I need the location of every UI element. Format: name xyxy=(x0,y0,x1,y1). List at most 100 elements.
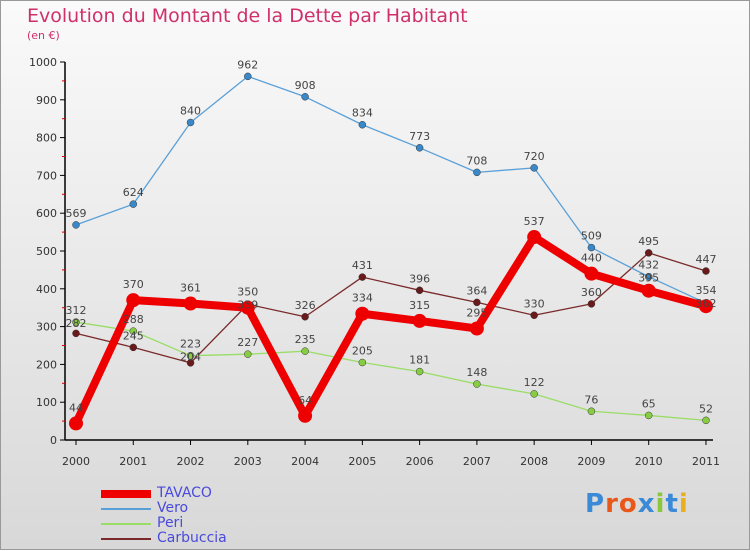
data-point-vero xyxy=(244,72,252,81)
y-tick-label: 700 xyxy=(36,169,57,182)
data-label-tavaco: 315 xyxy=(409,299,430,312)
data-point-vero xyxy=(587,243,596,252)
data-point-vero xyxy=(644,272,653,281)
logo-letter: P xyxy=(585,489,606,519)
data-label-peri: 223 xyxy=(180,338,201,351)
data-label-tavaco: 64 xyxy=(298,394,312,407)
data-point-peri xyxy=(415,367,424,376)
legend-item-vero: Vero xyxy=(101,501,227,516)
data-label-carbuccia: 326 xyxy=(295,299,316,312)
y-tick-label: 0 xyxy=(50,434,57,447)
data-point-peri xyxy=(644,411,653,420)
data-point-vero xyxy=(186,118,195,127)
data-label-tavaco: 537 xyxy=(524,215,545,228)
legend-item-tavaco: TAVACO xyxy=(101,486,227,501)
data-point-tavaco xyxy=(126,293,141,308)
data-label-carbuccia: 282 xyxy=(66,317,87,330)
data-label-vero: 708 xyxy=(466,154,487,167)
x-tick-label: 2004 xyxy=(291,455,319,468)
data-point-tavaco xyxy=(69,416,83,431)
data-label-carbuccia: 330 xyxy=(524,297,545,310)
data-point-peri xyxy=(530,390,538,398)
data-label-peri: 181 xyxy=(409,354,430,367)
data-label-vero: 908 xyxy=(295,79,316,92)
y-tick-label: 300 xyxy=(36,321,57,334)
data-label-carbuccia: 447 xyxy=(695,253,716,266)
data-label-carbuccia: 204 xyxy=(180,351,201,364)
data-point-vero xyxy=(415,144,424,152)
x-tick-label: 2007 xyxy=(463,455,491,468)
x-tick-label: 2011 xyxy=(692,455,720,468)
data-label-vero: 840 xyxy=(180,104,201,117)
data-point-tavaco xyxy=(240,300,255,315)
data-label-tavaco: 295 xyxy=(466,306,487,319)
data-label-carbuccia: 359 xyxy=(237,299,258,312)
x-tick-label: 2005 xyxy=(348,455,376,468)
data-point-carbuccia xyxy=(72,329,80,338)
x-tick-label: 2009 xyxy=(577,455,605,468)
data-label-carbuccia: 495 xyxy=(638,235,659,248)
y-tick-label: 800 xyxy=(36,132,57,145)
x-tick-label: 2008 xyxy=(520,455,548,468)
proxiti-logo: Proxiti xyxy=(585,489,689,519)
data-point-peri xyxy=(702,416,710,425)
y-tick-label: 500 xyxy=(36,245,57,258)
y-tick-label: 600 xyxy=(36,207,57,220)
data-label-tavaco: 370 xyxy=(123,278,144,291)
data-point-peri xyxy=(186,351,195,360)
data-point-carbuccia xyxy=(587,300,596,308)
data-label-vero: 624 xyxy=(123,186,144,199)
data-label-peri: 205 xyxy=(352,345,373,358)
data-point-peri xyxy=(473,380,481,388)
x-tick-label: 2001 xyxy=(119,455,147,468)
data-label-tavaco: 395 xyxy=(638,272,659,285)
data-point-carbuccia xyxy=(415,286,424,295)
data-label-vero: 362 xyxy=(695,297,716,310)
data-point-carbuccia xyxy=(301,313,309,321)
data-label-peri: 227 xyxy=(237,336,258,349)
data-label-carbuccia: 396 xyxy=(409,272,430,285)
series-line-peri xyxy=(75,321,707,421)
data-point-vero xyxy=(530,164,538,172)
data-point-vero xyxy=(301,93,309,101)
data-label-vero: 834 xyxy=(352,107,373,120)
data-label-carbuccia: 245 xyxy=(123,329,144,342)
data-point-peri xyxy=(129,327,138,335)
logo-letter: t xyxy=(665,489,679,519)
data-label-carbuccia: 364 xyxy=(466,284,487,297)
data-point-carbuccia xyxy=(473,298,481,307)
data-label-vero: 773 xyxy=(409,130,430,143)
legend-swatch xyxy=(101,489,151,498)
logo-letter: i xyxy=(655,489,666,519)
logo-letter: i xyxy=(678,489,689,519)
data-label-carbuccia: 431 xyxy=(352,259,373,272)
legend-swatch xyxy=(101,507,151,510)
x-tick-label: 2002 xyxy=(177,455,205,468)
y-tick-label: 100 xyxy=(36,396,57,409)
legend-swatch xyxy=(101,537,151,540)
data-label-tavaco: 334 xyxy=(352,292,373,305)
legend: TAVACO Vero Peri Carbuccia xyxy=(101,486,227,546)
logo-letter: r xyxy=(605,489,619,519)
data-label-peri: 148 xyxy=(466,366,487,379)
logo-letter: o xyxy=(618,489,638,519)
data-point-carbuccia xyxy=(358,273,367,281)
data-label-tavaco: 44 xyxy=(69,401,83,414)
y-tick-label: 1000 xyxy=(29,56,57,69)
data-label-tavaco: 350 xyxy=(237,286,258,299)
data-label-vero: 962 xyxy=(237,58,258,71)
series-line-tavaco xyxy=(72,233,708,426)
data-label-peri: 52 xyxy=(699,402,713,415)
series-line-vero xyxy=(75,75,707,304)
legend-label: Carbuccia xyxy=(157,530,227,546)
data-point-carbuccia xyxy=(644,249,653,257)
legend-label: Peri xyxy=(157,515,184,531)
data-label-peri: 235 xyxy=(295,333,316,346)
chart-subtitle: (en €) xyxy=(27,29,60,42)
data-point-carbuccia xyxy=(129,343,138,352)
data-point-peri xyxy=(244,350,252,358)
x-tick-label: 2003 xyxy=(234,455,262,468)
data-label-peri: 122 xyxy=(524,376,545,389)
